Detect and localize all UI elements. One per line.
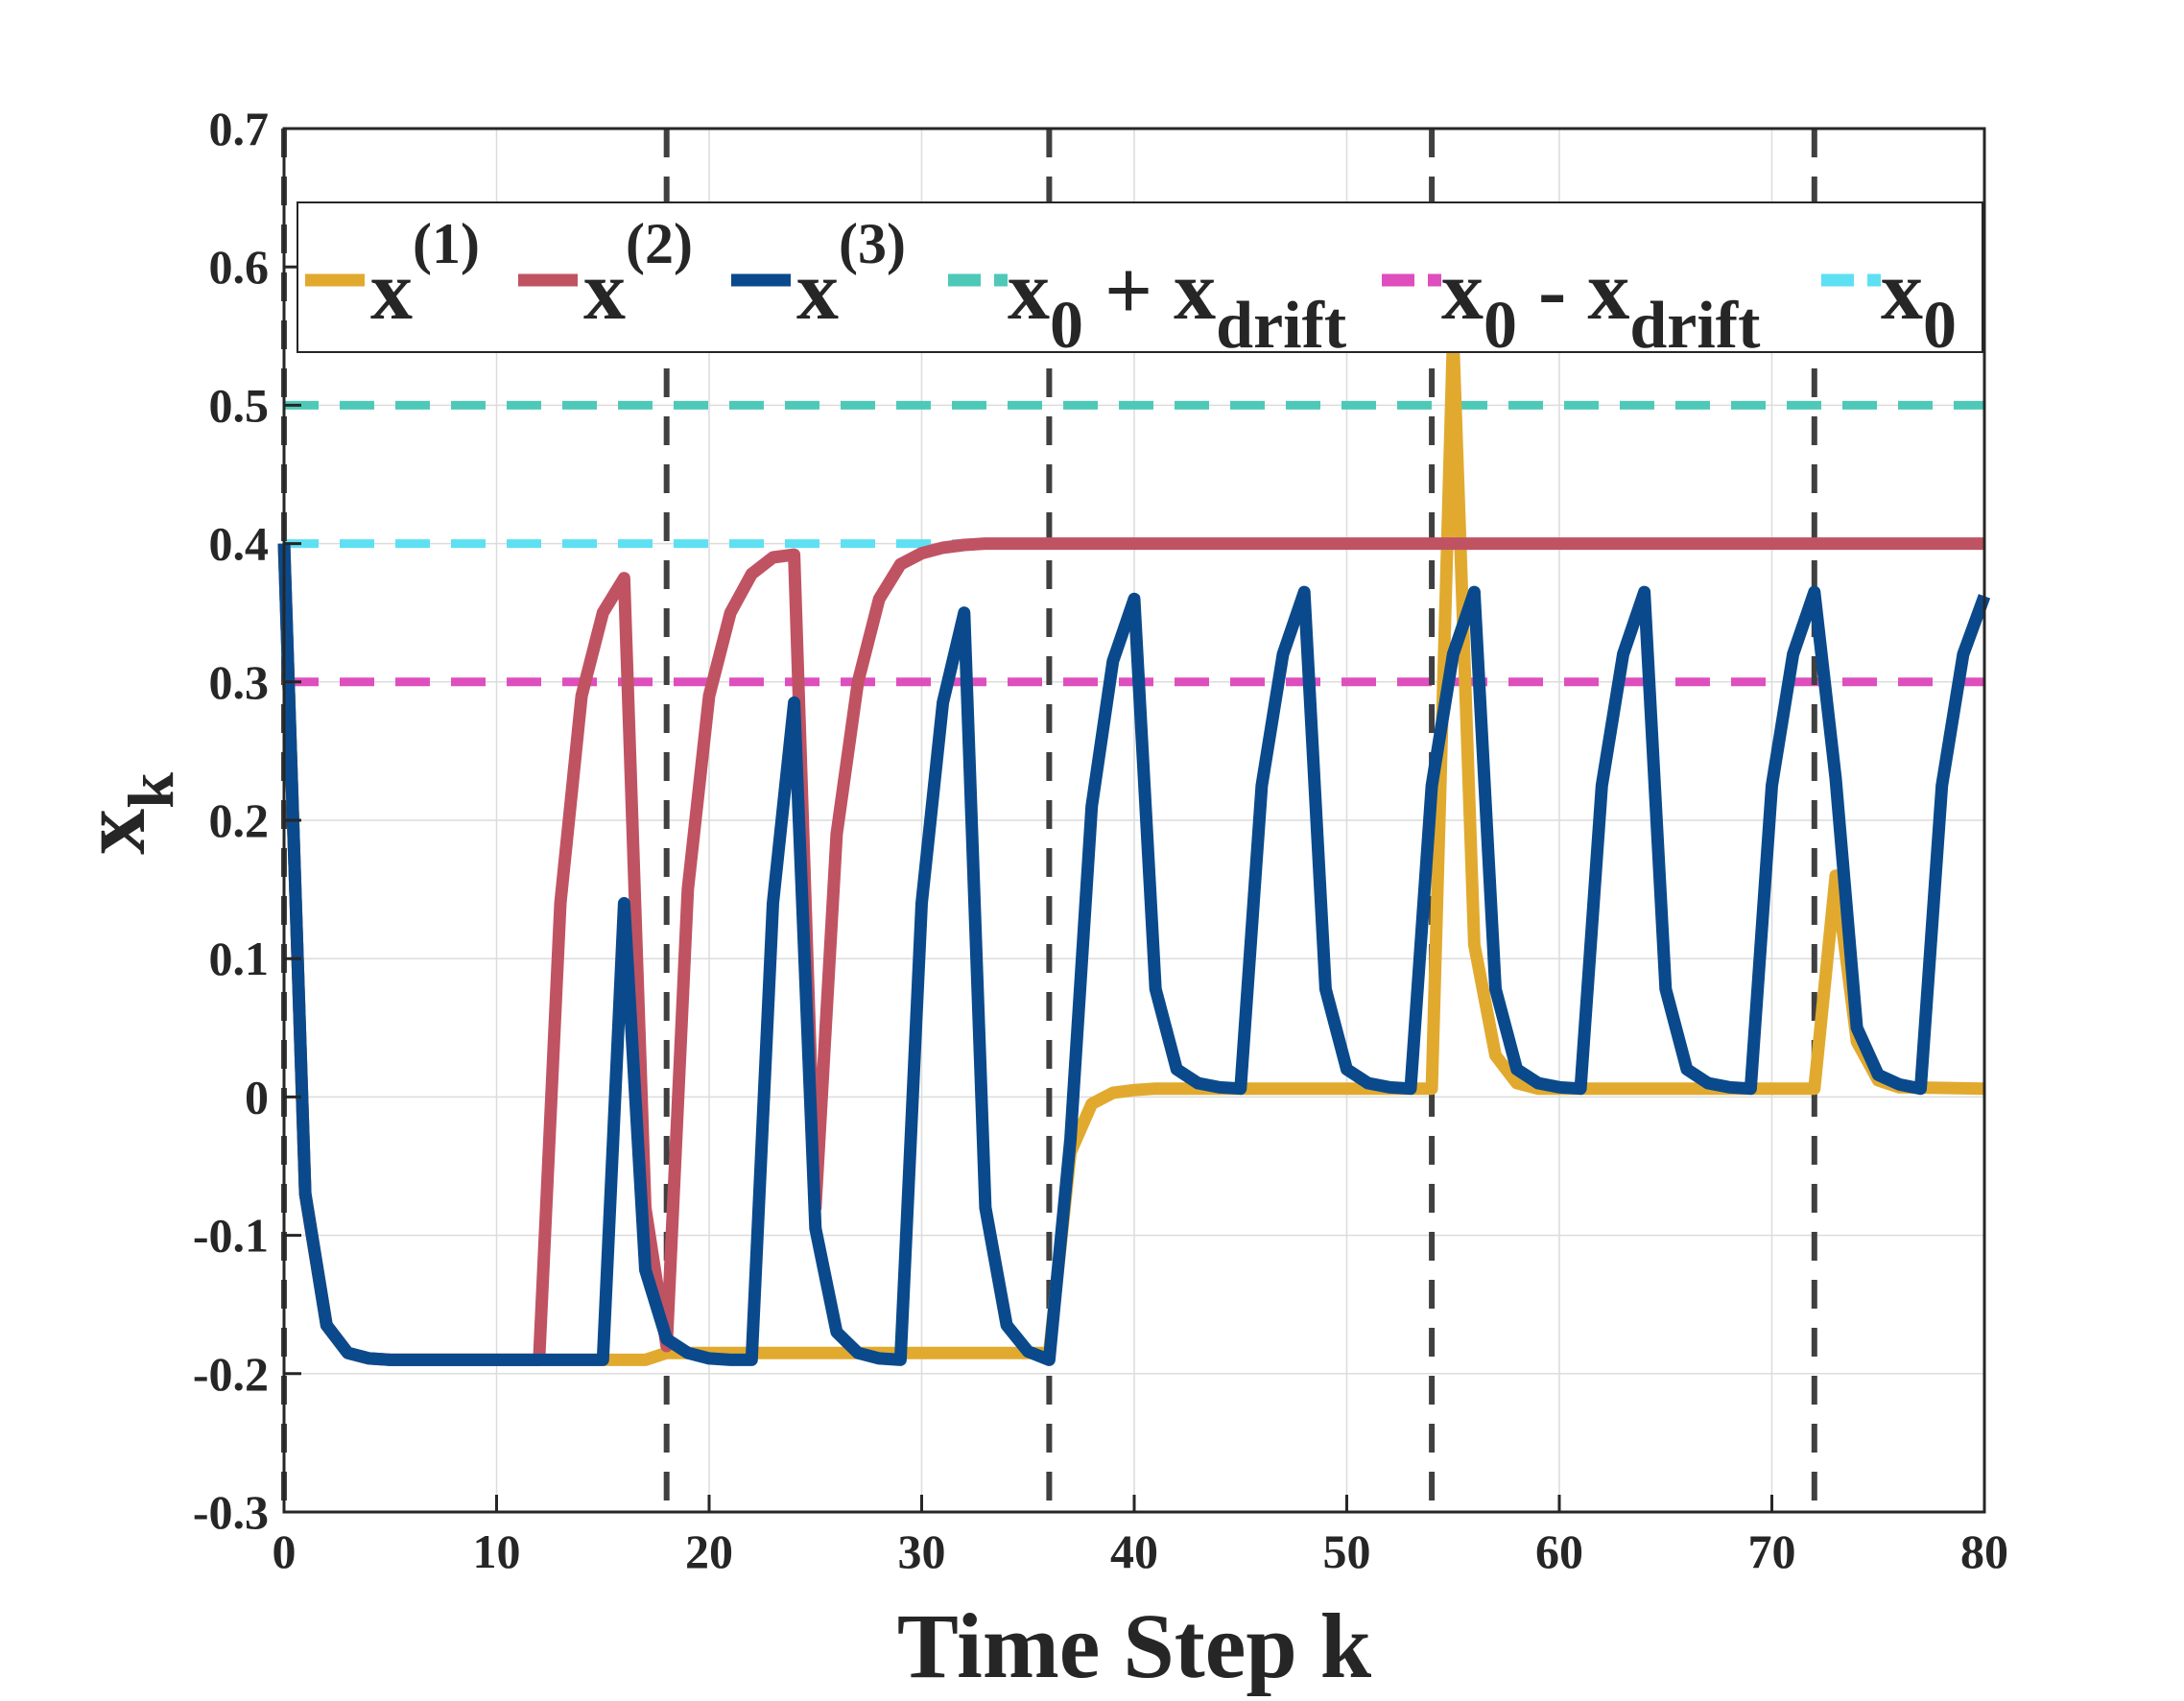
legend-label-upper: x0 + xdrift [1008, 245, 1346, 363]
y-axis-label: xk [61, 772, 187, 855]
y-tick-label-10: 0.7 [209, 102, 270, 155]
x-tick-label-2: 20 [685, 1524, 733, 1578]
y-tick-labels: -0.3 -0.2 -0.1 0 0.1 0.2 0.3 0.4 0.5 0.6 0.7 [193, 102, 269, 1539]
series-line-3 [277, 543, 1991, 1366]
legend-item-x2: x(2)​ [518, 212, 693, 338]
y-axis-label-sub: k [114, 772, 187, 809]
x-tick-labels: 0 10 20 30 40 50 60 70 80 [273, 1524, 2009, 1578]
legend-item-x0: x0 [1821, 245, 1957, 363]
x-tick-label-6: 60 [1535, 1524, 1583, 1578]
x-axis-label: Time Step k [897, 1595, 1372, 1696]
legend-item-x1: x(1)​ [305, 212, 480, 338]
x-tick-label-1: 10 [473, 1524, 521, 1578]
y-tick-label-2: -0.1 [193, 1209, 269, 1263]
y-tick-label-5: 0.2 [209, 793, 270, 847]
legend-label-x1: x(1)​ [370, 212, 480, 338]
x-tick-label-4: 40 [1110, 1524, 1158, 1578]
y-tick-label-9: 0.6 [209, 240, 270, 294]
y-tick-label-3: 0 [245, 1070, 269, 1123]
legend-item-x3: x(3)​ [731, 212, 906, 338]
x-tick-label-0: 0 [273, 1524, 297, 1578]
series-lines [277, 329, 1991, 1366]
y-axis-label-base: x [61, 809, 164, 855]
x-tick-label-8: 80 [1960, 1524, 2008, 1578]
legend-item-lower: x0 - xdrift [1382, 245, 1760, 363]
x-tick-label-3: 30 [898, 1524, 946, 1578]
y-tick-label-8: 0.5 [209, 378, 270, 432]
y-axis-label-text: xk [61, 772, 187, 855]
y-tick-label-4: 0.1 [209, 932, 270, 985]
axis-ticks [282, 127, 1986, 1514]
legend-label-x0: x0 [1881, 245, 1957, 363]
legend-label-lower: x0 - xdrift [1441, 245, 1760, 363]
legend-label-x3: x(3)​ [796, 212, 906, 338]
legend-box [297, 201, 1983, 353]
y-tick-label-6: 0.3 [209, 655, 270, 709]
y-tick-label-1: -0.2 [193, 1347, 269, 1401]
y-tick-label-0: -0.3 [193, 1485, 269, 1539]
legend-label-x2: x(2)​ [583, 212, 693, 338]
x-tick-label-7: 70 [1748, 1524, 1796, 1578]
legend: x(1)​ x(2)​ x(3)​ x0 + xdrift x0 - xdrift x0 [297, 201, 1983, 363]
y-tick-label-7: 0.4 [209, 517, 270, 571]
x-tick-label-5: 50 [1323, 1524, 1371, 1578]
legend-item-upper: x0 + xdrift [948, 245, 1346, 363]
